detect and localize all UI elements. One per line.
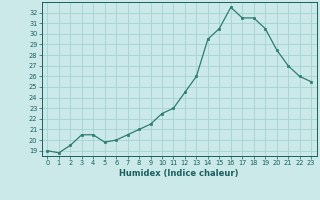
X-axis label: Humidex (Indice chaleur): Humidex (Indice chaleur) xyxy=(119,169,239,178)
